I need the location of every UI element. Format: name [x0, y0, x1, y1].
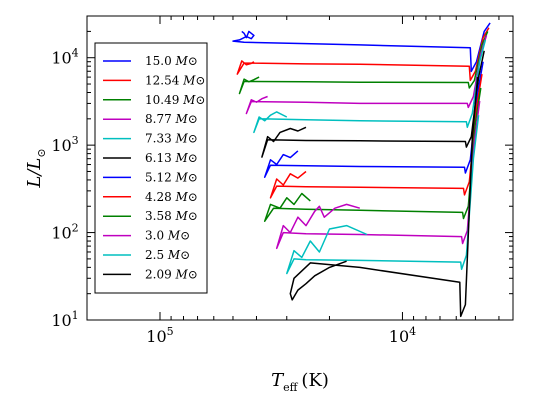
- series-line-0: [232, 22, 491, 73]
- series-line-4: [253, 39, 487, 134]
- legend-label-5: 6.13 M⊙: [145, 151, 198, 165]
- legend-label-0: 15.0 M⊙: [145, 54, 198, 68]
- y-tick-label-3: 104: [51, 47, 78, 68]
- y-tick-label-2: 103: [51, 134, 78, 155]
- legend-label-3: 8.77 M⊙: [145, 112, 198, 126]
- legend-label-6: 5.12 M⊙: [145, 170, 198, 184]
- series-line-8: [263, 87, 482, 222]
- legend-label-11: 2.09 M⊙: [145, 267, 198, 281]
- series-line-1: [236, 27, 490, 82]
- legend-label-9: 3.0 M⊙: [145, 229, 190, 243]
- legend-entries: 15.0 M⊙ 12.54 M⊙ 10.49 M⊙ 8.77 M⊙ 7.33 M⊙ 6.1…: [103, 54, 206, 281]
- series-line-7: [269, 73, 483, 199]
- series-layer: [232, 22, 491, 318]
- series-line-6: [263, 61, 484, 178]
- x-tick-label-1: 104: [389, 325, 416, 346]
- plot-frame: [86, 15, 514, 321]
- legend-label-8: 3.58 M⊙: [145, 209, 198, 223]
- series-line-11: [289, 77, 479, 318]
- series-line-3: [245, 35, 488, 115]
- ticks-layer: 105 104 101 102 103 104: [51, 16, 513, 346]
- legend-label-2: 10.49 M⊙: [145, 93, 206, 107]
- legend-label-1: 12.54 M⊙: [145, 73, 206, 87]
- y-tick-label-1: 102: [51, 222, 78, 243]
- series-line-9: [275, 100, 481, 250]
- legend-label-10: 2.5 M⊙: [145, 248, 190, 262]
- series-line-2: [238, 31, 489, 95]
- legend-label-4: 7.33 M⊙: [145, 132, 198, 146]
- y-tick-label-0: 101: [51, 309, 78, 330]
- y-axis-label: L/L⊙: [24, 148, 48, 188]
- x-tick-label-0: 105: [146, 325, 173, 346]
- series-line-10: [286, 115, 480, 275]
- x-axis-label: Teff (K): [271, 370, 329, 394]
- legend-box: [94, 42, 208, 294]
- legend: 15.0 M⊙ 12.54 M⊙ 10.49 M⊙ 8.77 M⊙ 7.33 M⊙ 6.1…: [94, 42, 208, 294]
- legend-label-7: 4.28 M⊙: [145, 190, 198, 204]
- series-line-5: [261, 50, 485, 158]
